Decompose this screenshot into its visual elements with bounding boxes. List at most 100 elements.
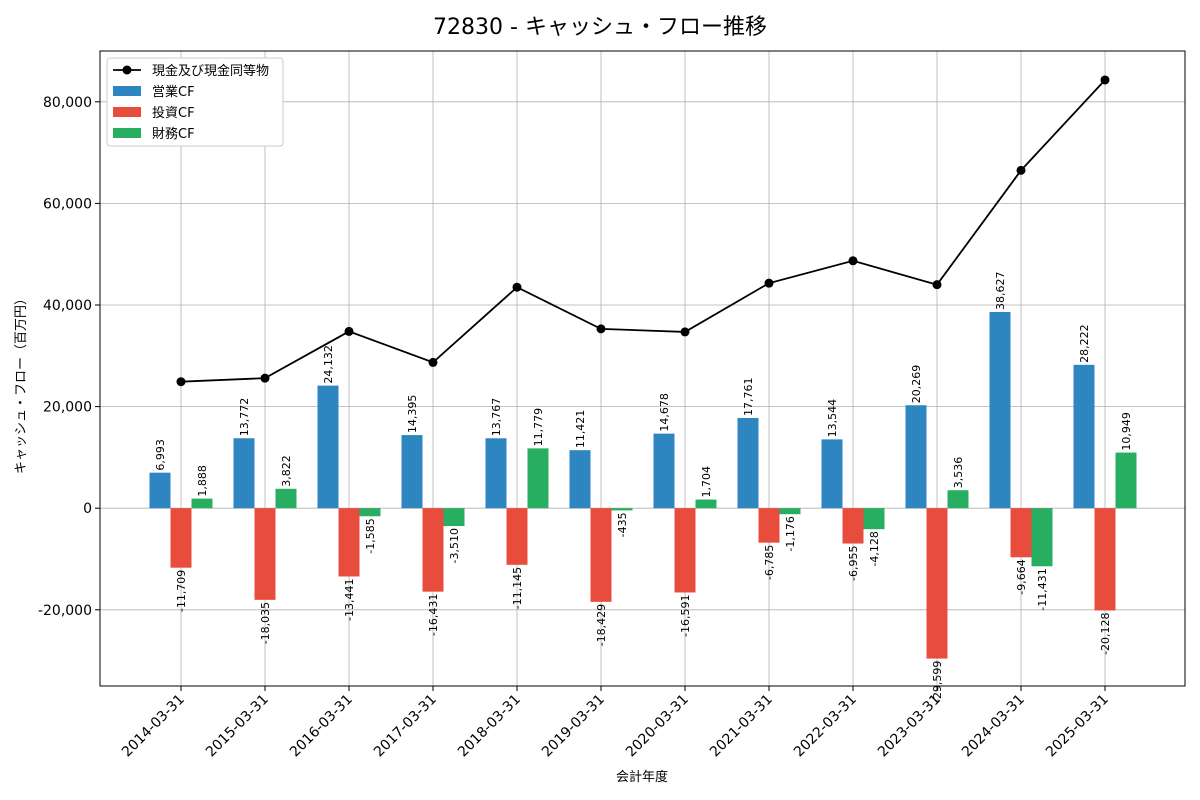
cash-point (1016, 165, 1026, 175)
bar-value-label: -6,955 (847, 546, 860, 581)
bar-value-label: 17,761 (742, 377, 755, 416)
plot-frame (99, 50, 1186, 687)
y-axis-label: キャッシュ・フロー（百万円） (14, 292, 29, 474)
y-tick-label: 20,000 (43, 400, 92, 416)
legend-label: 投資CF (152, 105, 195, 121)
bar-value-label: -435 (616, 512, 629, 537)
bar (1031, 508, 1053, 567)
bar-value-label: -16,431 (427, 594, 440, 636)
cash-line (180, 79, 1106, 383)
legend-bar-swatch (113, 86, 141, 96)
cash-point (596, 324, 606, 334)
bar (779, 508, 801, 515)
x-tick-label: 2021-03-31 (707, 692, 776, 761)
bar-value-label: 14,395 (406, 395, 419, 434)
legend-label: 財務CF (152, 127, 195, 142)
bar (989, 311, 1011, 509)
bar-value-label: 1,888 (196, 465, 209, 497)
bar-value-label: -13,441 (343, 578, 356, 620)
bar (842, 508, 864, 544)
bar (926, 508, 948, 659)
bar-value-label: 3,822 (280, 455, 293, 487)
legend-bar-swatch (113, 128, 141, 138)
line-layer (176, 75, 1110, 387)
bar-value-label: 6,993 (154, 439, 167, 471)
x-tick-label: 2018-03-31 (455, 692, 524, 761)
x-tick-label: 2014-03-31 (119, 692, 188, 761)
x-tick-label: 2022-03-31 (791, 692, 860, 761)
bar-value-label: -11,431 (1036, 568, 1049, 610)
bar (590, 508, 612, 602)
bar (275, 488, 297, 509)
bar-value-label: -11,709 (175, 570, 188, 612)
bar-value-label: -11,145 (511, 567, 524, 609)
x-tick-label: 2020-03-31 (623, 692, 692, 761)
bar-value-label: -20,128 (1099, 612, 1112, 654)
y-tick-label: 40,000 (43, 298, 92, 314)
bar-value-label: 11,421 (574, 410, 587, 449)
legend-bar-swatch (113, 107, 141, 117)
cash-point (764, 278, 774, 288)
y-tick-label: 60,000 (43, 196, 92, 212)
bar-value-label: -18,429 (595, 604, 608, 646)
cash-point (344, 326, 354, 336)
bar-value-label: 28,222 (1078, 324, 1091, 363)
bar (695, 499, 717, 509)
bar-value-label: 1,704 (700, 466, 713, 498)
bar-value-label: 3,536 (952, 457, 965, 489)
bar-value-label: -16,591 (679, 594, 692, 636)
bar (443, 508, 465, 527)
bar-value-label: -1,176 (784, 516, 797, 551)
x-tick-label: 2023-03-31 (875, 692, 944, 761)
axes-layer: -20,000 0 20,000 40,000 60,000 80,000 2014-03-… (38, 50, 1186, 761)
bar-value-label: -9,664 (1015, 559, 1028, 594)
x-tick-label: 2017-03-31 (371, 692, 440, 761)
bar (401, 435, 423, 509)
bar-value-label: -3,510 (448, 528, 461, 563)
bar (674, 508, 696, 593)
y-tick-label: 80,000 (43, 95, 92, 111)
x-tick-label: 2019-03-31 (539, 692, 608, 761)
bar (506, 508, 528, 565)
labels-layer: 6,993 13,772 24,132 14,395 13,767 11,421 14,67… (154, 271, 1133, 703)
bar (149, 472, 171, 509)
bar (863, 508, 885, 530)
bar-value-label: 10,949 (1120, 412, 1133, 451)
x-tick-label: 2016-03-31 (287, 692, 356, 761)
bar (254, 508, 276, 600)
x-tick-label: 2015-03-31 (203, 692, 272, 761)
bar (527, 448, 549, 509)
bar (359, 508, 381, 517)
bar (611, 508, 633, 511)
cash-point (428, 357, 438, 367)
chart-title: 72830 - キャッシュ・フロー推移 (433, 15, 767, 40)
bar (485, 438, 507, 509)
y-tick-label: -20,000 (38, 603, 92, 619)
cash-point (1100, 75, 1110, 85)
bars-layer (149, 311, 1137, 659)
cash-point (932, 280, 942, 290)
cash-point (176, 377, 186, 387)
bar (653, 433, 675, 509)
bar-value-label: -29,599 (931, 661, 944, 703)
legend-box (106, 57, 284, 147)
x-tick-label: 2024-03-31 (959, 692, 1028, 761)
y-tick-label: 0 (83, 501, 92, 517)
bar-value-label: 13,767 (490, 398, 503, 437)
bar (758, 508, 780, 543)
bar (569, 450, 591, 509)
bar (1094, 508, 1116, 611)
legend-label: 営業CF (152, 84, 195, 100)
bar (821, 439, 843, 509)
bar (1010, 508, 1032, 558)
bar-value-label: -18,035 (259, 602, 272, 644)
x-axis-label: 会計年度 (616, 769, 668, 785)
bar (905, 405, 927, 509)
bar-value-label: 38,627 (994, 271, 1007, 310)
cash-point (680, 327, 690, 337)
bar-value-label: 11,779 (532, 408, 545, 447)
bar-value-label: 20,269 (910, 365, 923, 404)
cash-point (512, 282, 522, 292)
